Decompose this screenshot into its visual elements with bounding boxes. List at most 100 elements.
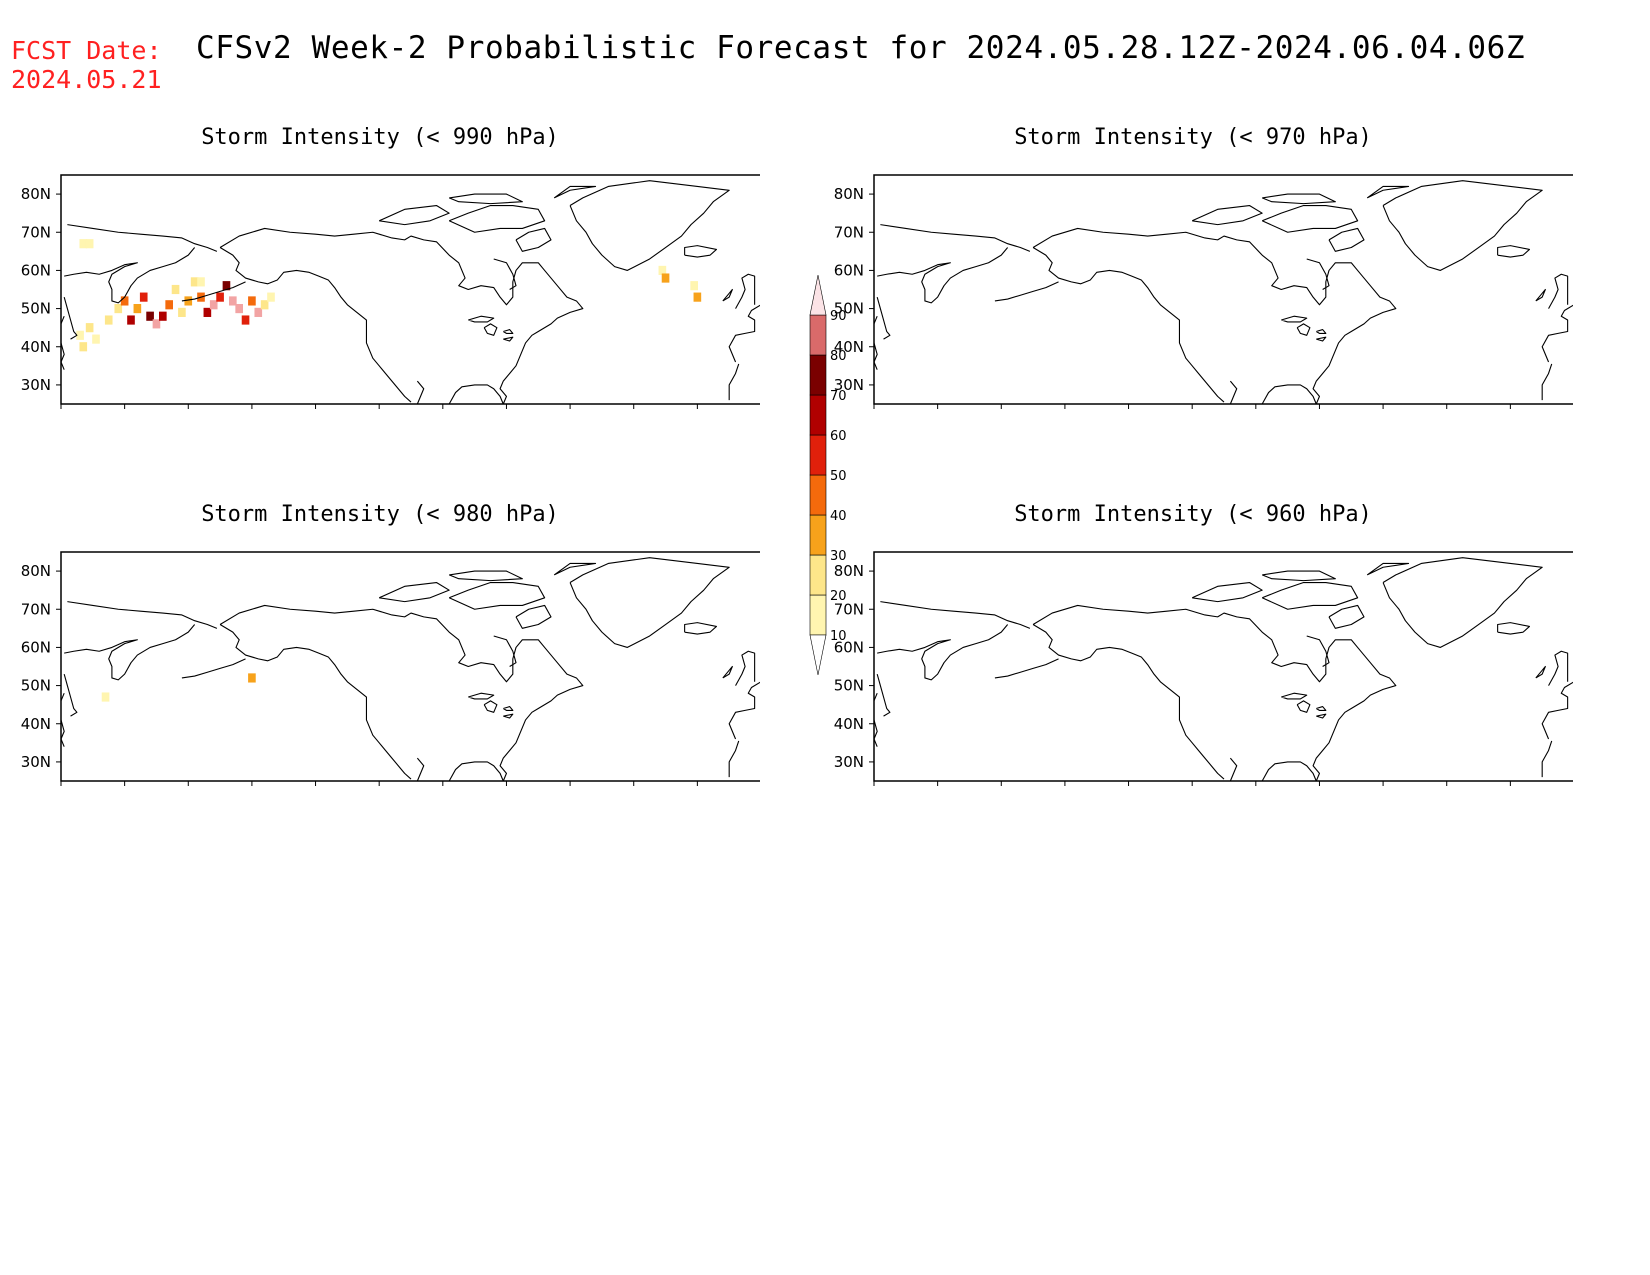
map-panel-970: 80N 70N 60N 50N 40N 30N 140E 160E 180 160W 140W 120…: [813, 125, 1573, 415]
colorbar-label: 10: [830, 629, 847, 644]
panel-title-990: Storm Intensity (< 990 hPa): [201, 125, 559, 150]
colorbar-label: 30: [830, 549, 847, 564]
lon-tick-label: 80W: [1302, 790, 1336, 792]
lat-tick-label: 70N: [834, 223, 864, 241]
lat-tick-label: 80N: [834, 562, 864, 580]
lon-tick-label: 80W: [489, 790, 523, 792]
lon-tick-label: 120W: [1170, 790, 1214, 792]
lon-tick-label: 20W: [1493, 413, 1527, 415]
lon-tick-label: 20W: [680, 413, 714, 415]
probability-cell: [203, 307, 212, 317]
colorbar-swatch: [809, 594, 827, 636]
colorbar-label: 20: [830, 589, 847, 604]
probability-cell: [241, 315, 250, 325]
probability-cell: [127, 315, 135, 325]
probability-cell: [139, 292, 148, 302]
lon-tick-label: 80W: [489, 413, 523, 415]
panel-title-960: Storm Intensity (< 960 hPa): [1014, 502, 1372, 527]
lon-tick-label: 160E: [106, 790, 144, 792]
lon-tick-label: 160W: [230, 790, 274, 792]
lat-tick-label: 30N: [834, 376, 864, 394]
probability-cell: [159, 311, 167, 321]
lon-tick-label: 160E: [919, 790, 957, 792]
lon-tick-label: 0: [756, 790, 760, 792]
probability-cell: [76, 330, 84, 340]
probability-cell: [85, 323, 94, 333]
probability-cell: [165, 300, 173, 310]
colorbar-label: 90: [830, 309, 847, 324]
lat-tick-label: 30N: [834, 753, 864, 771]
lat-tick-label: 80N: [21, 185, 51, 203]
coastlines: [60, 180, 760, 405]
colorbar-bottom-arrow: [809, 634, 827, 676]
probability-cell: [209, 300, 218, 310]
probability-cell: [661, 273, 670, 283]
lat-tick-label: 70N: [834, 600, 864, 618]
forecast-date-label: FCST Date:: [11, 36, 162, 65]
map-svg: 80N 70N 60N 50N 40N 30N 140E 160E 180 160W 140W 120…: [21, 174, 760, 415]
lon-tick-label: 180: [987, 790, 1016, 792]
lon-tick-label: 60W: [553, 790, 587, 792]
lon-tick-label: 80W: [1302, 413, 1336, 415]
lon-tick-label: 20W: [1493, 790, 1527, 792]
probability-cell: [85, 239, 94, 249]
page-title: CFSv2 Week-2 Probabilistic Forecast for …: [196, 30, 1526, 66]
probability-cell: [101, 692, 110, 702]
lon-tick-label: 20W: [680, 790, 714, 792]
lat-tick-label: 40N: [834, 715, 864, 733]
map-frame: [873, 174, 1573, 405]
colorbar-swatch: [809, 554, 827, 596]
lat-tick-label: 60N: [21, 261, 51, 279]
lat-tick-label: 60N: [21, 638, 51, 656]
colorbar-label: 40: [830, 509, 847, 524]
probability-cell: [171, 284, 180, 295]
colorbar-swatch: [809, 314, 827, 356]
probability-cell: [248, 296, 256, 306]
lat-tick-label: 80N: [21, 562, 51, 580]
colorbar-label: 80: [830, 349, 847, 364]
lon-tick-label: 160E: [106, 413, 144, 415]
lon-tick-label: 160E: [919, 413, 957, 415]
lon-tick-label: 0: [1569, 413, 1573, 415]
map-panel-980: 80N 70N 60N 50N 40N 30N 140E 160E 180 160W 140W 120…: [0, 502, 760, 792]
lon-tick-label: 140W: [1107, 413, 1151, 415]
colorbar-swatch: [809, 434, 827, 476]
colorbar-swatch: [809, 354, 827, 396]
lon-tick-label: 40W: [1430, 413, 1464, 415]
lon-tick-label: 120W: [357, 413, 401, 415]
lat-tick-label: 50N: [834, 677, 864, 695]
probability-cell: [190, 277, 199, 287]
lon-tick-label: 140W: [294, 790, 338, 792]
lat-tick-label: 60N: [834, 638, 864, 656]
probability-cell: [152, 319, 161, 329]
map-frame: [873, 551, 1573, 782]
probability-cell: [79, 239, 88, 249]
coastlines: [873, 557, 1573, 782]
lon-tick-label: 140W: [294, 413, 338, 415]
lon-tick-label: 100W: [421, 413, 465, 415]
lon-tick-label: 180: [174, 790, 203, 792]
probability-cell: [229, 296, 237, 306]
colorbar-top-arrow: [809, 274, 827, 316]
probability-cell: [235, 304, 243, 314]
probability-cell: [658, 265, 667, 275]
lon-tick-label: 40W: [617, 790, 651, 792]
colorbar-label: 70: [830, 389, 847, 404]
lon-tick-label: 160W: [1043, 790, 1087, 792]
probability-cell: [690, 281, 698, 291]
probability-cell: [222, 281, 231, 291]
probability-cell: [92, 334, 100, 344]
lat-tick-label: 70N: [21, 223, 51, 241]
probability-cell: [260, 300, 269, 310]
lon-tick-label: 160W: [1043, 413, 1087, 415]
probability-cell: [197, 277, 205, 287]
lon-tick-label: 120W: [357, 790, 401, 792]
lon-tick-label: 180: [987, 413, 1016, 415]
forecast-date-block: FCST Date: 2024.05.21: [11, 36, 162, 94]
panel-title-980: Storm Intensity (< 980 hPa): [201, 502, 559, 527]
probability-cell: [120, 296, 129, 306]
lat-tick-label: 30N: [21, 753, 51, 771]
lon-tick-label: 40W: [1430, 790, 1464, 792]
coastlines: [60, 557, 760, 782]
probability-cell: [178, 307, 186, 317]
